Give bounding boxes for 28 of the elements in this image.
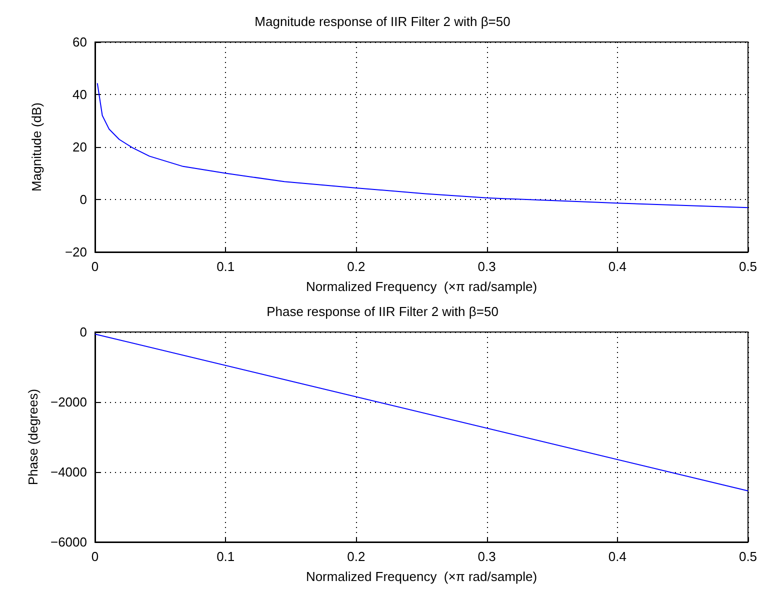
y-tick-label: −4000	[50, 464, 87, 480]
x-tick-label: 0.2	[347, 549, 366, 564]
y-tick-label: 0	[80, 192, 87, 207]
x-tick-label: 0.2	[347, 259, 366, 274]
y-tick-label: 40	[72, 87, 87, 102]
x-tick-label: 0.1	[216, 259, 235, 274]
x-tick-label: 0.3	[478, 259, 496, 274]
y-tick-label: 20	[72, 140, 87, 154]
y-tick-label: −2000	[50, 394, 87, 410]
x-tick-label: 0.1	[216, 549, 235, 564]
x-tick-label: 0.3	[478, 549, 496, 564]
x-axis-title: Normalized Frequency (×π rad/sample)	[306, 279, 538, 294]
x-tick-label: 0.5	[738, 549, 758, 564]
x-axis-title: Normalized Frequency (×π rad/sample)	[306, 569, 538, 584]
line-series	[96, 82, 748, 208]
y-tick-label: −6000	[50, 534, 87, 550]
y-tick-label: 0	[80, 324, 87, 340]
chart-title: Phase response of IIR Filter 2 with β=50	[266, 304, 498, 319]
y-tick-label: 60	[72, 34, 87, 50]
chart-title: Magnitude response of IIR Filter 2 with β=50	[254, 14, 510, 29]
y-axis-title: Magnitude (dB)	[29, 102, 44, 192]
x-tick-label: 0	[91, 259, 99, 274]
x-tick-label: 0	[91, 549, 99, 564]
x-tick-label: 0.5	[738, 259, 758, 274]
x-tick-label: 0.4	[608, 549, 626, 564]
x-tick-label: 0.4	[608, 259, 626, 274]
y-tick-label: −20	[64, 244, 87, 260]
y-axis-title: Phase (degrees)	[26, 388, 41, 486]
